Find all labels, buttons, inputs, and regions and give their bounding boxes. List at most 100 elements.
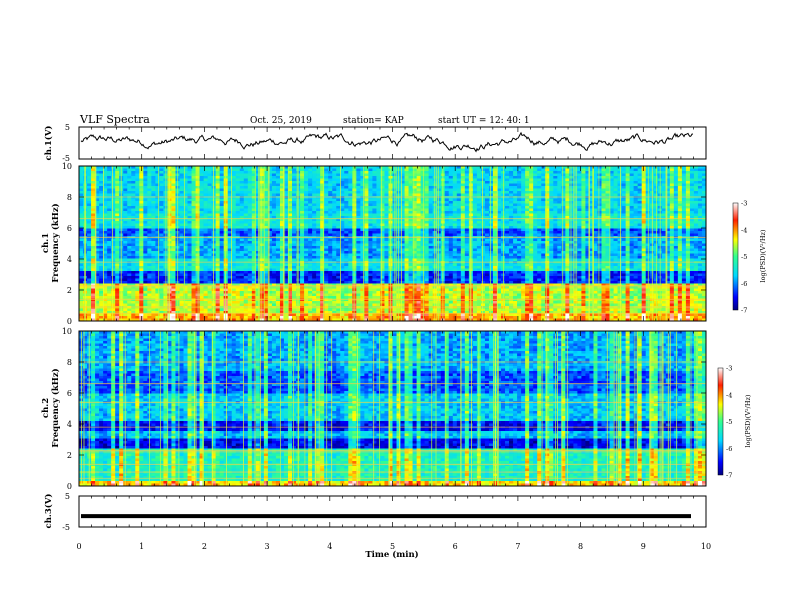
- spectrogram-cell: [541, 206, 546, 209]
- spectrogram-cell: [107, 206, 112, 209]
- spectrogram-cell: [155, 191, 160, 194]
- spectrogram-cell: [561, 238, 566, 242]
- spectrogram-cell: [420, 183, 425, 187]
- spectrogram-cell: [505, 223, 510, 227]
- spectrogram-cell: [677, 168, 683, 172]
- spectrogram-cell: [231, 228, 237, 232]
- spectrogram-cell: [545, 181, 550, 184]
- spectrogram-cell: [697, 193, 703, 197]
- spectrogram-cell: [545, 183, 550, 187]
- spectrogram-cell: [625, 201, 630, 204]
- spectrogram-cell: [649, 171, 655, 174]
- spectrogram-cell: [569, 218, 574, 222]
- spectrogram-cell: [557, 203, 562, 207]
- spectrogram-cell: [633, 226, 638, 229]
- spectrogram-cell: [91, 206, 96, 209]
- spectrogram-cell: [187, 171, 192, 174]
- spectrogram-cell: [243, 221, 249, 224]
- spectrogram-cell: [541, 216, 546, 219]
- spectrogram-cell: [127, 233, 132, 237]
- spectrogram-cell: [123, 238, 128, 242]
- spectrogram-cell: [689, 228, 695, 232]
- spectrogram-cell: [448, 231, 454, 234]
- spectrogram-cell: [404, 168, 409, 172]
- spectrogram-cell: [199, 241, 204, 244]
- spectrogram-cell: [288, 173, 293, 177]
- spectrogram-cell: [693, 221, 699, 224]
- spectrogram-cell: [199, 211, 204, 214]
- spectrogram-cell: [91, 213, 96, 217]
- spectrogram-cell: [111, 216, 116, 219]
- spectrogram-cell: [251, 183, 257, 187]
- spectrogram-cell: [231, 221, 237, 224]
- spectrogram-cell: [609, 186, 614, 189]
- spectrogram-cell: [312, 213, 317, 217]
- spectrogram-cell: [677, 206, 683, 209]
- spectrogram-cell: [444, 191, 450, 194]
- spectrogram-cell: [625, 178, 630, 182]
- spectrogram-cell: [348, 221, 353, 224]
- spectrogram-cell: [187, 223, 192, 227]
- spectrogram-cell: [629, 178, 634, 182]
- spectrogram-cell: [424, 168, 429, 172]
- spectrogram-cell: [525, 233, 530, 237]
- spectrogram-cell: [408, 198, 413, 202]
- spectrogram-cell: [665, 166, 671, 169]
- spectrogram-cell: [601, 213, 606, 217]
- spectrogram-cell: [693, 191, 699, 194]
- spectrogram-cell: [372, 213, 377, 217]
- spectrogram-cell: [424, 213, 429, 217]
- spectrogram-cell: [497, 203, 502, 207]
- spectrogram-cell: [376, 183, 381, 187]
- spectrogram-cell: [605, 216, 610, 219]
- spectrogram-cell: [219, 223, 224, 227]
- spectrogram-cell: [693, 203, 699, 207]
- spectrogram-cell: [416, 201, 421, 204]
- spectrogram-cell: [308, 226, 313, 229]
- spectrogram-cell: [336, 228, 341, 232]
- spectrogram-cell: [135, 233, 140, 237]
- spectrogram-cell: [456, 218, 462, 222]
- spectrogram-cell: [336, 238, 341, 242]
- spectrogram-cell: [308, 233, 313, 237]
- spectrogram-cell: [480, 216, 486, 219]
- spectrogram-cell: [384, 211, 389, 214]
- spectrogram-cell: [155, 223, 160, 227]
- spectrogram-cell: [215, 201, 220, 204]
- spectrogram-cell: [376, 193, 381, 197]
- spectrogram-cell: [235, 208, 241, 212]
- spectrogram-cell: [247, 168, 253, 172]
- spectrogram-cell: [127, 198, 132, 202]
- spectrogram-cell: [464, 193, 470, 197]
- spectrogram-cell: [641, 233, 647, 237]
- spectrogram-cell: [585, 186, 590, 189]
- spectrogram-cell: [609, 233, 614, 237]
- spectrogram-cell: [155, 173, 160, 177]
- spectrogram-cell: [103, 238, 108, 242]
- spectrogram-cell: [376, 173, 381, 177]
- spectrogram-cell: [131, 198, 136, 202]
- spectrogram-cell: [243, 206, 249, 209]
- spectrogram-cell: [171, 186, 176, 189]
- spectrogram-cell: [525, 231, 530, 234]
- spectrogram-cell: [625, 238, 630, 242]
- spectrogram-cell: [203, 173, 208, 177]
- spectrogram-cell: [645, 168, 651, 172]
- spectrogram-cell: [669, 241, 675, 244]
- spectrogram-cell: [91, 183, 96, 187]
- spectrogram-cell: [300, 166, 305, 169]
- spectrogram-cell: [448, 191, 454, 194]
- spectrogram-cell: [605, 241, 610, 244]
- spectrogram-cell: [653, 216, 659, 219]
- spectrogram-cell: [488, 193, 494, 197]
- spectrogram-cell: [464, 183, 470, 187]
- spectrogram-cell: [344, 221, 349, 224]
- spectrogram-cell: [348, 193, 353, 197]
- spectrogram-cell: [159, 231, 164, 234]
- spectrogram-cell: [187, 178, 192, 182]
- spectrogram-cell: [320, 206, 325, 209]
- spectrogram-cell: [673, 231, 679, 234]
- spectrogram-cell: [605, 183, 610, 187]
- spectrogram-cell: [384, 183, 389, 187]
- spectrogram-cell: [300, 201, 305, 204]
